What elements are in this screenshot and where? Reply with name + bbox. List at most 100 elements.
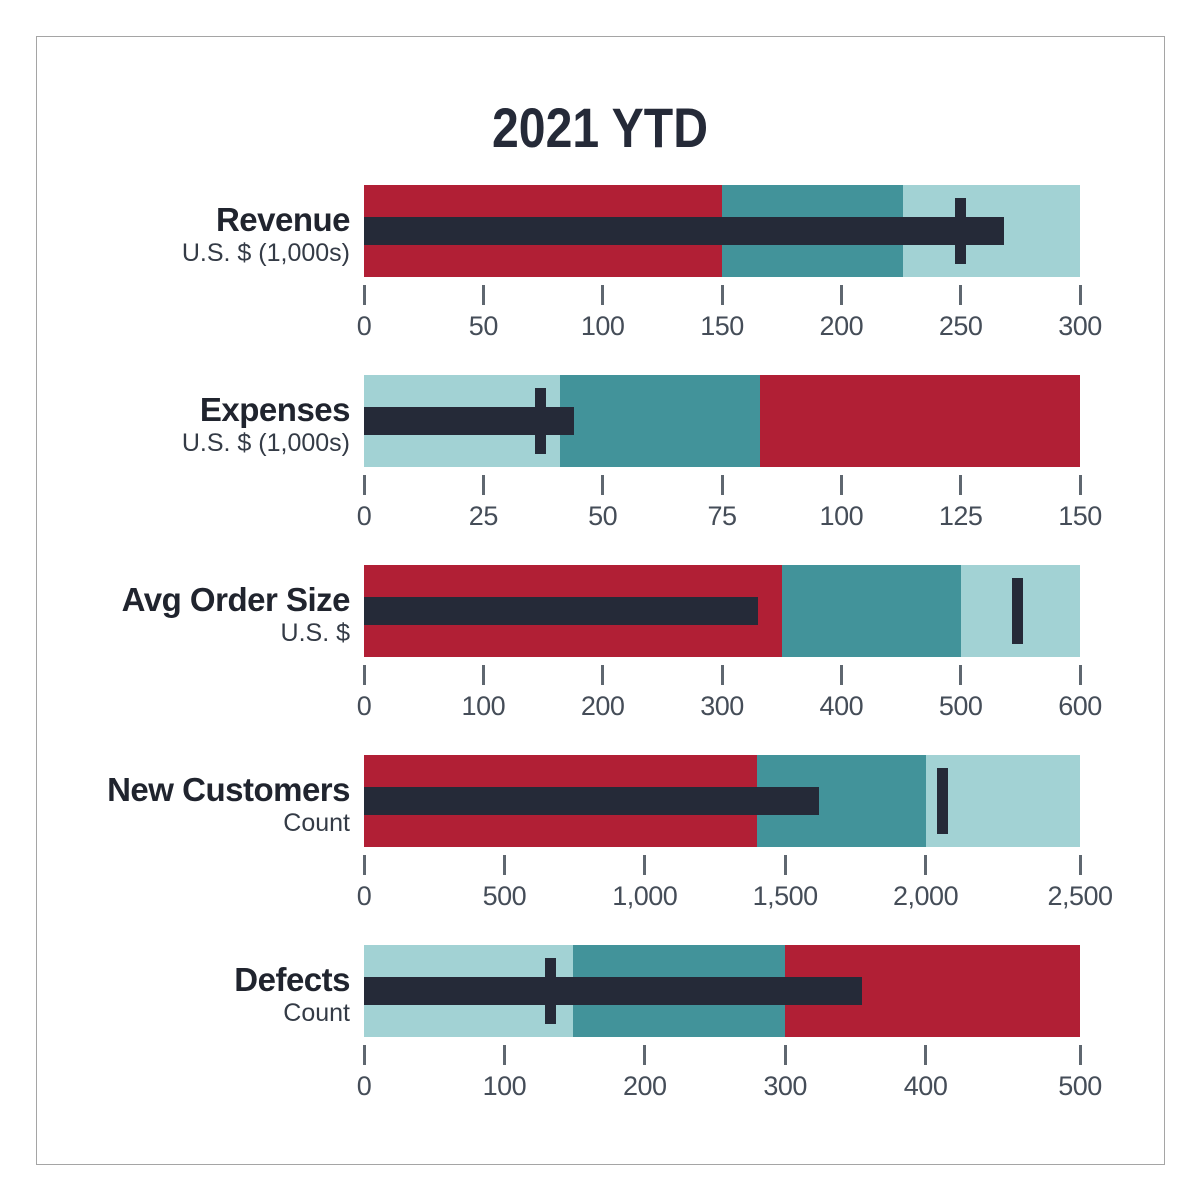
axis-tick-mark [839, 285, 843, 305]
axis-tick-label: 150 [1058, 501, 1102, 531]
axis-tick-label: 500 [482, 881, 527, 911]
metric-unit-label: Count [283, 999, 350, 1027]
target-marker [936, 768, 948, 834]
metric-label: Avg Order Size [121, 581, 351, 618]
bullet-row: New Customers Count 0 500 1,000 1,500 2,000 2,5… [0, 755, 1200, 945]
metric-unit-label: Count [283, 809, 350, 837]
axis-tick-mark [720, 665, 724, 685]
axis-tick-mark [1078, 665, 1082, 685]
metric-labels: Avg Order Size U.S. $ [40, 581, 351, 649]
axis-tick-mark [720, 285, 724, 305]
axis-tick-label: 25 [468, 501, 499, 531]
measure-bar [364, 787, 819, 815]
metric-labels: Expenses U.S. $ (1,000s) [40, 391, 351, 459]
axis-tick-mark [1078, 285, 1082, 305]
bullet-plot: 0 100 200 300 400 500 600 [357, 565, 1102, 721]
bullet-row: Defects Count 0 100 200 300 400 500 [0, 945, 1200, 1135]
axis-tick-mark [839, 665, 843, 685]
axis-tick-mark [601, 665, 605, 685]
metric-label: Defects [234, 961, 350, 998]
axis-tick-label: 100 [461, 691, 506, 721]
axis-tick-mark [783, 855, 787, 875]
axis-tick-mark [362, 855, 366, 875]
axis-tick-mark [959, 475, 963, 495]
axis-tick-mark [643, 855, 647, 875]
axis-tick-label: 400 [819, 691, 864, 721]
bullet-plot: 0 100 200 300 400 500 [357, 945, 1102, 1101]
range-band-mid [781, 565, 961, 657]
axis-tick-label: 75 [707, 501, 737, 531]
axis-tick-label: 200 [580, 691, 625, 721]
axis-tick-mark [601, 285, 605, 305]
axis-tick-mark [959, 285, 963, 305]
axis-tick-label: 0 [356, 881, 372, 911]
axis-tick-mark [720, 475, 724, 495]
range-band-bad [760, 375, 1080, 467]
target-marker [1012, 578, 1024, 644]
bullet-row: Avg Order Size U.S. $ 0 100 200 300 400 500 600 [0, 565, 1200, 755]
axis-tick-label: 1,000 [612, 881, 678, 911]
axis-tick-label: 300 [700, 691, 744, 721]
axis-tick-mark [481, 475, 485, 495]
measure-bar [364, 597, 758, 625]
axis-tick-label: 300 [763, 1071, 807, 1101]
range-band-mid [559, 375, 761, 467]
axis-tick-label: 50 [468, 311, 499, 341]
axis-tick-mark [924, 1045, 928, 1065]
page-title: 2021 YTD [492, 96, 708, 159]
bullet-plot: 0 50 100 150 200 250 300 [357, 185, 1102, 341]
metric-labels: New Customers Count [40, 771, 350, 839]
axis-tick-label: 0 [356, 501, 372, 531]
bullet-row: Revenue U.S. $ (1,000s) 0 50 100 150 200 250 300 [0, 185, 1200, 375]
axis-tick-mark [783, 1045, 787, 1065]
axis-tick-label: 100 [580, 311, 625, 341]
axis-tick-mark [481, 665, 485, 685]
axis-tick-mark [959, 665, 963, 685]
axis-tick-mark [481, 285, 485, 305]
axis-tick-mark [502, 855, 506, 875]
axis-tick-mark [362, 1045, 366, 1065]
axis-tick-label: 0 [356, 1071, 372, 1101]
axis-tick-label: 200 [623, 1071, 667, 1101]
metric-labels: Defects Count [40, 961, 350, 1029]
axis-tick-label: 250 [938, 311, 983, 341]
axis-tick-mark [362, 285, 366, 305]
bullet-row: Expenses U.S. $ (1,000s) 0 25 50 75 100 125 150 [0, 375, 1200, 565]
axis-tick-label: 2,000 [893, 881, 959, 911]
axis-tick-label: 150 [700, 311, 744, 341]
axis-tick-label: 1,500 [752, 881, 819, 911]
axis-tick-label: 0 [356, 311, 372, 341]
axis-tick-mark [924, 855, 928, 875]
measure-bar [364, 217, 1004, 245]
metric-unit-label: U.S. $ (1,000s) [181, 429, 350, 457]
axis-tick-mark [362, 665, 366, 685]
axis-tick-mark [839, 475, 843, 495]
bullet-plot: 0 500 1,000 1,500 2,000 2,500 [357, 755, 1113, 911]
axis-tick-mark [1078, 475, 1082, 495]
axis-tick-label: 600 [1058, 691, 1102, 721]
bullet-plot: 0 25 50 75 100 125 150 [357, 375, 1102, 531]
axis-tick-mark [502, 1045, 506, 1065]
axis-tick-label: 500 [1058, 1071, 1102, 1101]
measure-bar [364, 977, 863, 1005]
axis-tick-label: 100 [482, 1071, 527, 1101]
axis-tick-label: 125 [938, 501, 983, 531]
axis-tick-mark [643, 1045, 647, 1065]
axis-tick-mark [362, 475, 366, 495]
axis-tick-label: 400 [903, 1071, 948, 1101]
range-band-good [925, 755, 1080, 847]
axis-tick-mark [1078, 855, 1082, 875]
metric-label: New Customers [107, 771, 350, 808]
axis-tick-label: 50 [588, 501, 618, 531]
metric-unit-label: U.S. $ [280, 619, 350, 647]
axis-tick-label: 100 [819, 501, 864, 531]
axis-tick-mark [1078, 1045, 1082, 1065]
metric-labels: Revenue U.S. $ (1,000s) [40, 201, 351, 269]
metric-label: Expenses [199, 391, 351, 428]
axis-tick-label: 500 [938, 691, 983, 721]
axis-tick-label: 0 [356, 691, 372, 721]
axis-tick-label: 200 [819, 311, 864, 341]
measure-bar [364, 407, 575, 435]
metric-label: Revenue [215, 201, 351, 238]
